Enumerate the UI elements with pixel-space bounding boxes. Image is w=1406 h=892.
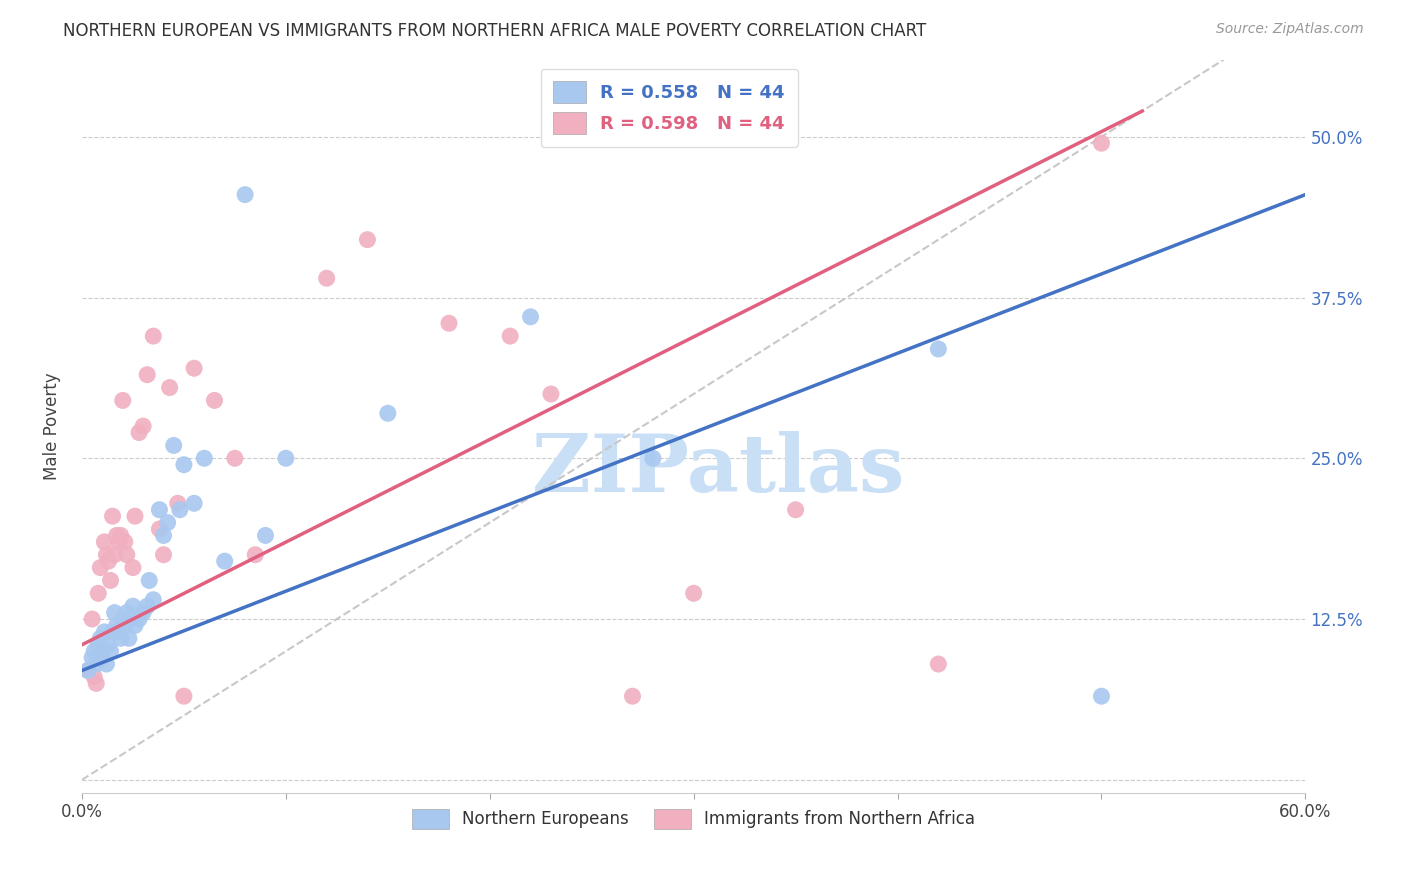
Point [233,187,256,202]
Point [124,509,146,524]
Point [107,534,129,549]
Point [148,522,170,536]
Point [128,425,150,440]
Point [115,606,138,620]
Point [101,509,124,524]
Point [1090,136,1112,151]
Point [111,612,134,626]
Point [100,644,122,658]
Point [142,592,165,607]
Legend: Northern Europeans, Immigrants from Northern Africa: Northern Europeans, Immigrants from Nort… [406,802,981,836]
Point [437,316,460,330]
Point [173,458,195,472]
Point [499,329,522,343]
Point [118,632,141,646]
Point [82,612,104,626]
Point [245,548,267,562]
Point [122,599,145,614]
Point [927,342,949,356]
Point [136,599,159,614]
Point [124,618,146,632]
Point [115,548,138,562]
Point [128,612,150,626]
Point [77,664,100,678]
Point [224,451,246,466]
Point [621,689,644,703]
Point [84,657,107,671]
Point [254,528,277,542]
Point [91,644,114,658]
Point [193,451,215,466]
Point [315,271,337,285]
Point [111,393,134,408]
Point [183,361,205,376]
Point [114,618,136,632]
Point [96,657,118,671]
Point [519,310,541,324]
Point [142,329,165,343]
Point [540,387,562,401]
Point [107,624,129,639]
Point [110,528,132,542]
Point [89,560,111,574]
Point [105,618,128,632]
Point [110,632,132,646]
Point [214,554,236,568]
Point [138,574,160,588]
Point [152,548,174,562]
Point [93,624,115,639]
Point [103,606,125,620]
Point [100,574,122,588]
Text: ZIPatlas: ZIPatlas [531,431,904,509]
Point [97,554,120,568]
Point [204,393,226,408]
Point [132,606,155,620]
Point [83,644,105,658]
Point [163,438,186,452]
Point [114,534,136,549]
Text: Source: ZipAtlas.com: Source: ZipAtlas.com [1216,22,1364,37]
Point [682,586,704,600]
Point [159,380,181,394]
Point [105,528,128,542]
Point [96,548,118,562]
Point [136,368,159,382]
Point [101,624,124,639]
Point [84,676,107,690]
Y-axis label: Male Poverty: Male Poverty [44,372,60,480]
Point [785,502,807,516]
Point [87,586,110,600]
Point [82,650,104,665]
Point [183,496,205,510]
Point [1090,689,1112,703]
Point [166,496,188,510]
Point [132,419,155,434]
Point [156,516,179,530]
Point [152,528,174,542]
Point [927,657,949,671]
Point [169,502,191,516]
Point [122,560,145,574]
Point [641,451,664,466]
Point [356,233,378,247]
Point [93,534,115,549]
Point [173,689,195,703]
Point [274,451,297,466]
Point [91,644,114,658]
Point [377,406,399,420]
Point [103,548,125,562]
Point [148,502,170,516]
Point [83,670,105,684]
Point [87,638,110,652]
Point [89,632,111,646]
Point [77,664,100,678]
Point [97,638,120,652]
Text: NORTHERN EUROPEAN VS IMMIGRANTS FROM NORTHERN AFRICA MALE POVERTY CORRELATION CH: NORTHERN EUROPEAN VS IMMIGRANTS FROM NOR… [63,22,927,40]
